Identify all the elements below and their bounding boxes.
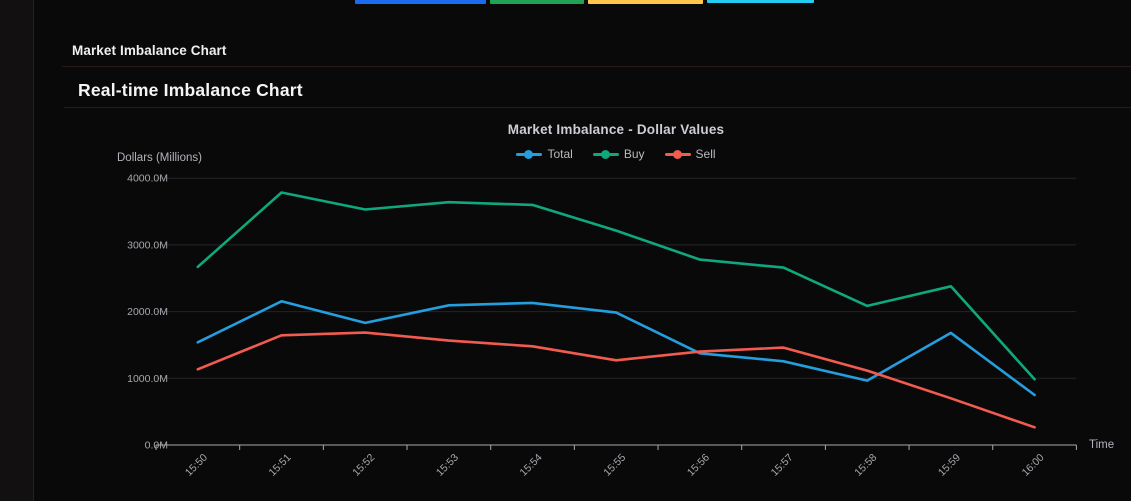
y-axis-name: Dollars (Millions) bbox=[117, 152, 202, 164]
x-tick-label: 15:54 bbox=[518, 452, 545, 479]
legend-marker-total bbox=[516, 149, 543, 159]
section-header-row: Market Imbalance Chart bbox=[62, 36, 1131, 67]
legend-item-sell[interactable]: Sell bbox=[664, 147, 716, 161]
top-tab-accent-cyan[interactable] bbox=[707, 0, 814, 3]
legend-marker-buy bbox=[592, 149, 619, 159]
y-tick-label: 1000.0M bbox=[127, 373, 168, 385]
x-tick-label: 15:53 bbox=[434, 452, 461, 479]
x-tick-label: 15:58 bbox=[852, 452, 879, 479]
legend-item-total[interactable]: Total bbox=[516, 147, 573, 161]
x-tick-label: 15:51 bbox=[267, 452, 294, 479]
chart-legend: Total Buy Sell bbox=[156, 147, 1076, 161]
x-tick-label: 15:52 bbox=[350, 452, 377, 479]
x-tick-label: 15:59 bbox=[936, 452, 963, 479]
panel-header: Real-time Imbalance Chart bbox=[64, 68, 1131, 108]
legend-label-total: Total bbox=[547, 147, 573, 161]
top-tab-accent-green[interactable] bbox=[490, 0, 584, 4]
legend-label-sell: Sell bbox=[695, 147, 716, 161]
top-tab-accent-yellow[interactable] bbox=[588, 0, 703, 4]
left-sidebar-strip bbox=[0, 0, 34, 501]
series-line-buy bbox=[196, 191, 1036, 381]
x-tick-label: 15:55 bbox=[601, 452, 628, 479]
legend-marker-sell bbox=[664, 149, 691, 159]
x-axis-name: Time bbox=[1089, 439, 1115, 451]
legend-label-buy: Buy bbox=[623, 147, 645, 161]
x-tick-label: 15:57 bbox=[769, 452, 796, 479]
panel-title: Real-time Imbalance Chart bbox=[78, 80, 303, 100]
chart-title: Market Imbalance - Dollar Values bbox=[507, 122, 725, 137]
y-tick-label: 4000.0M bbox=[127, 173, 168, 185]
y-tick-label: 3000.0M bbox=[127, 239, 168, 251]
x-tick-label: 15:56 bbox=[685, 452, 712, 479]
x-tick-label: 15:50 bbox=[183, 452, 210, 479]
y-tick-label: 2000.0M bbox=[127, 306, 168, 318]
legend-item-buy[interactable]: Buy bbox=[592, 147, 645, 161]
top-tab-accent-blue[interactable] bbox=[355, 0, 486, 4]
series-line-total bbox=[196, 299, 1036, 397]
series-line-sell bbox=[196, 331, 1036, 429]
x-tick-label: 16:00 bbox=[1020, 452, 1047, 479]
section-title: Market Imbalance Chart bbox=[72, 43, 227, 58]
